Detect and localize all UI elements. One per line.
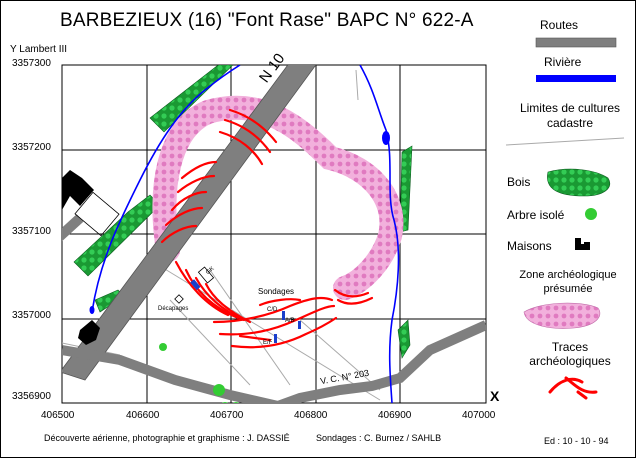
woods [73,65,413,359]
map-title: BARBEZIEUX (16) "Font Rase" BAPC N° 622-… [60,10,474,31]
rivers [91,65,400,403]
road-left [62,214,84,242]
legend-wood-swatch [547,168,610,197]
x-tick: 406700 [210,410,244,421]
y-axis-label: Y Lambert III [10,44,68,55]
road-vc203 [62,320,486,403]
spring [89,306,95,314]
legend-cadastre-swatch [505,137,625,146]
sondage-label-ef: E/F [263,340,273,346]
y-tick: 3357200 [12,142,51,153]
legend-bois-label: Bois [507,175,531,189]
y-tick: 3357100 [12,226,51,237]
footer-sondages: Sondages : C. Burnez / SAHLB [316,433,442,443]
legend-zone-swatch [523,302,601,329]
road-n10 [62,65,317,381]
y-tick: 3356900 [12,391,51,402]
archaeological-zone [152,95,404,300]
footer-credit: Découverte aérienne, photographie et gra… [44,433,290,443]
x-tick: 406600 [126,410,160,421]
legend-limites-label-1: Limites de cultures [519,101,621,115]
legend-house-swatch [575,238,590,250]
legend-maisons-label: Maisons [507,239,552,253]
isolated-trees [159,343,239,403]
decapages-label: Décapages [158,306,189,312]
y-tick: 3357300 [12,58,51,69]
legend-zone-label-1: Zone archéologique [519,269,617,281]
legend-arbre-label: Arbre isolé [507,208,565,222]
x-tick: 406800 [294,410,328,421]
archaeological-traces [160,108,374,349]
houses [62,170,100,345]
legend-zone-label-2: présumée [543,283,593,295]
x-tick: 406500 [41,410,75,421]
legend-limites-label-2: cadastre [546,116,594,130]
y-tick: 3357000 [12,310,51,321]
decapages [174,266,215,304]
x-axis-label: X [490,388,500,404]
legend-traces-label-2: archéologiques [529,354,611,368]
sondage-label-ab: A/B [285,318,295,324]
sondage-label-cd: C/D [267,307,278,313]
sondages [190,279,301,343]
legend-route-swatch [535,37,617,48]
pond [382,131,390,145]
legend-river-swatch [536,75,616,82]
x-tick: 406900 [378,410,412,421]
legend-riviere-label: Rivière [544,55,582,69]
sondages-label: Sondages [258,287,295,296]
legend-traces-label-1: Traces [551,340,589,354]
x-tick: 407000 [462,410,496,421]
legend-tree-swatch [585,208,597,220]
legend-routes-label: Routes [540,18,579,32]
footer-edition: Ed : 10 - 10 - 94 [544,436,609,446]
legend-traces-swatch [548,376,598,400]
